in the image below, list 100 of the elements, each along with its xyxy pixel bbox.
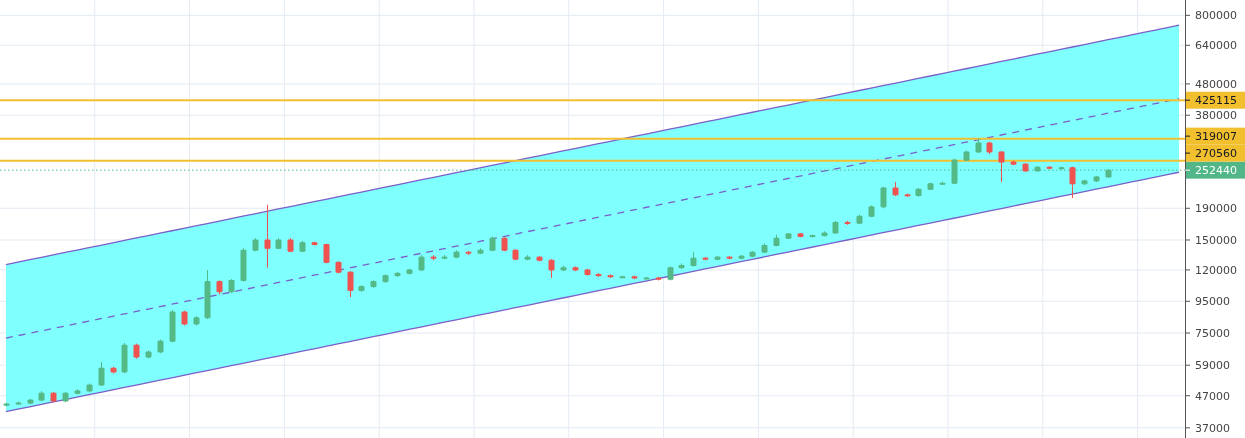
ref-line-label: 252440 (1195, 163, 1237, 177)
candlestick (441, 254, 448, 260)
candlestick (1069, 166, 1076, 199)
candlestick (477, 247, 484, 255)
ref-line-label: 319007 (1195, 129, 1237, 143)
candlestick (619, 275, 626, 279)
candlestick (501, 236, 508, 252)
candlestick (27, 398, 34, 405)
candlestick (761, 243, 768, 254)
candlestick (548, 258, 555, 279)
candlestick (430, 254, 437, 261)
candlestick (939, 180, 946, 186)
candlestick (394, 271, 401, 278)
candlestick (3, 402, 10, 407)
candlestick (1081, 179, 1088, 186)
candlestick (868, 204, 875, 218)
ref-line-label: 270560 (1195, 146, 1237, 160)
candlestick (287, 237, 294, 253)
y-tick-label: 480000 (1195, 77, 1237, 91)
candlestick (38, 390, 45, 402)
candlestick (335, 260, 342, 274)
candlestick (264, 204, 271, 269)
candlestick (714, 255, 721, 261)
candlestick (406, 268, 413, 275)
candlestick (323, 243, 330, 264)
candlestick (121, 342, 128, 374)
candlestick (347, 270, 354, 298)
candlestick (1010, 160, 1017, 166)
candlestick (904, 193, 911, 198)
candlestick (275, 237, 282, 250)
candlestick (50, 391, 57, 403)
candlestick (998, 150, 1005, 183)
candlestick (1093, 175, 1100, 183)
candlestick (110, 366, 117, 374)
candlestick (358, 284, 365, 293)
candlestick (453, 249, 460, 259)
candlestick (821, 230, 828, 237)
candlestick (1046, 165, 1053, 170)
candlestick (370, 279, 377, 289)
candlestick (489, 235, 496, 252)
candlestick (465, 250, 472, 256)
candlestick (299, 240, 306, 253)
candlestick (15, 401, 22, 406)
candlestick (667, 266, 674, 281)
y-tick-label: 47000 (1195, 389, 1230, 403)
candlestick (702, 256, 709, 261)
candlestick (216, 279, 223, 295)
candlestick (560, 265, 567, 272)
candlestick (228, 278, 235, 294)
candlestick (785, 232, 792, 240)
candlestick (536, 255, 543, 262)
candlestick (595, 272, 602, 278)
candlestick (631, 275, 638, 280)
y-tick-label: 75000 (1195, 326, 1230, 340)
candlestick (892, 181, 899, 197)
y-tick-label: 190000 (1195, 202, 1237, 216)
line-series (5, 24, 1180, 266)
candlestick (252, 237, 259, 252)
candlestick (986, 141, 993, 155)
candlestick (1022, 162, 1029, 173)
candlestick (880, 186, 887, 209)
y-tick-label: 150000 (1195, 233, 1237, 247)
y-tick-label: 59000 (1195, 359, 1230, 373)
candlestick (418, 254, 425, 272)
y-tick-label: 95000 (1195, 295, 1230, 309)
candlestick (193, 315, 200, 326)
candlestick (975, 137, 982, 154)
y-tick-label: 380000 (1195, 109, 1237, 123)
candlestick (169, 309, 176, 343)
candlestick (809, 234, 816, 238)
y-tick-label: 800000 (1195, 9, 1237, 23)
line-series (5, 171, 1180, 413)
candlestick (726, 255, 733, 260)
candlestick (382, 273, 389, 284)
candlestick (98, 361, 105, 387)
candlestick (607, 273, 614, 279)
candlestick (584, 268, 591, 277)
y-tick-label: 120000 (1195, 263, 1237, 277)
candlestick (157, 339, 164, 354)
candlestick (524, 254, 531, 261)
candlestick (643, 276, 650, 280)
candlestick (678, 262, 685, 270)
candlestick (240, 247, 247, 283)
candlestick (181, 310, 188, 326)
candlestick (204, 269, 211, 320)
candlestick (311, 241, 318, 246)
candlestick (512, 248, 519, 261)
candlestick (832, 220, 839, 235)
candlestick (856, 214, 863, 225)
candlestick (915, 187, 922, 198)
candlestick (963, 150, 970, 162)
y-tick-label: 640000 (1195, 39, 1237, 53)
candlestick (74, 388, 81, 396)
candlestick (749, 250, 756, 258)
candlestick (927, 182, 934, 191)
candlestick (62, 391, 69, 403)
y-tick-label: 37000 (1195, 421, 1230, 435)
candlestick (797, 232, 804, 238)
candlestick (145, 349, 152, 359)
candlestick (738, 254, 745, 260)
